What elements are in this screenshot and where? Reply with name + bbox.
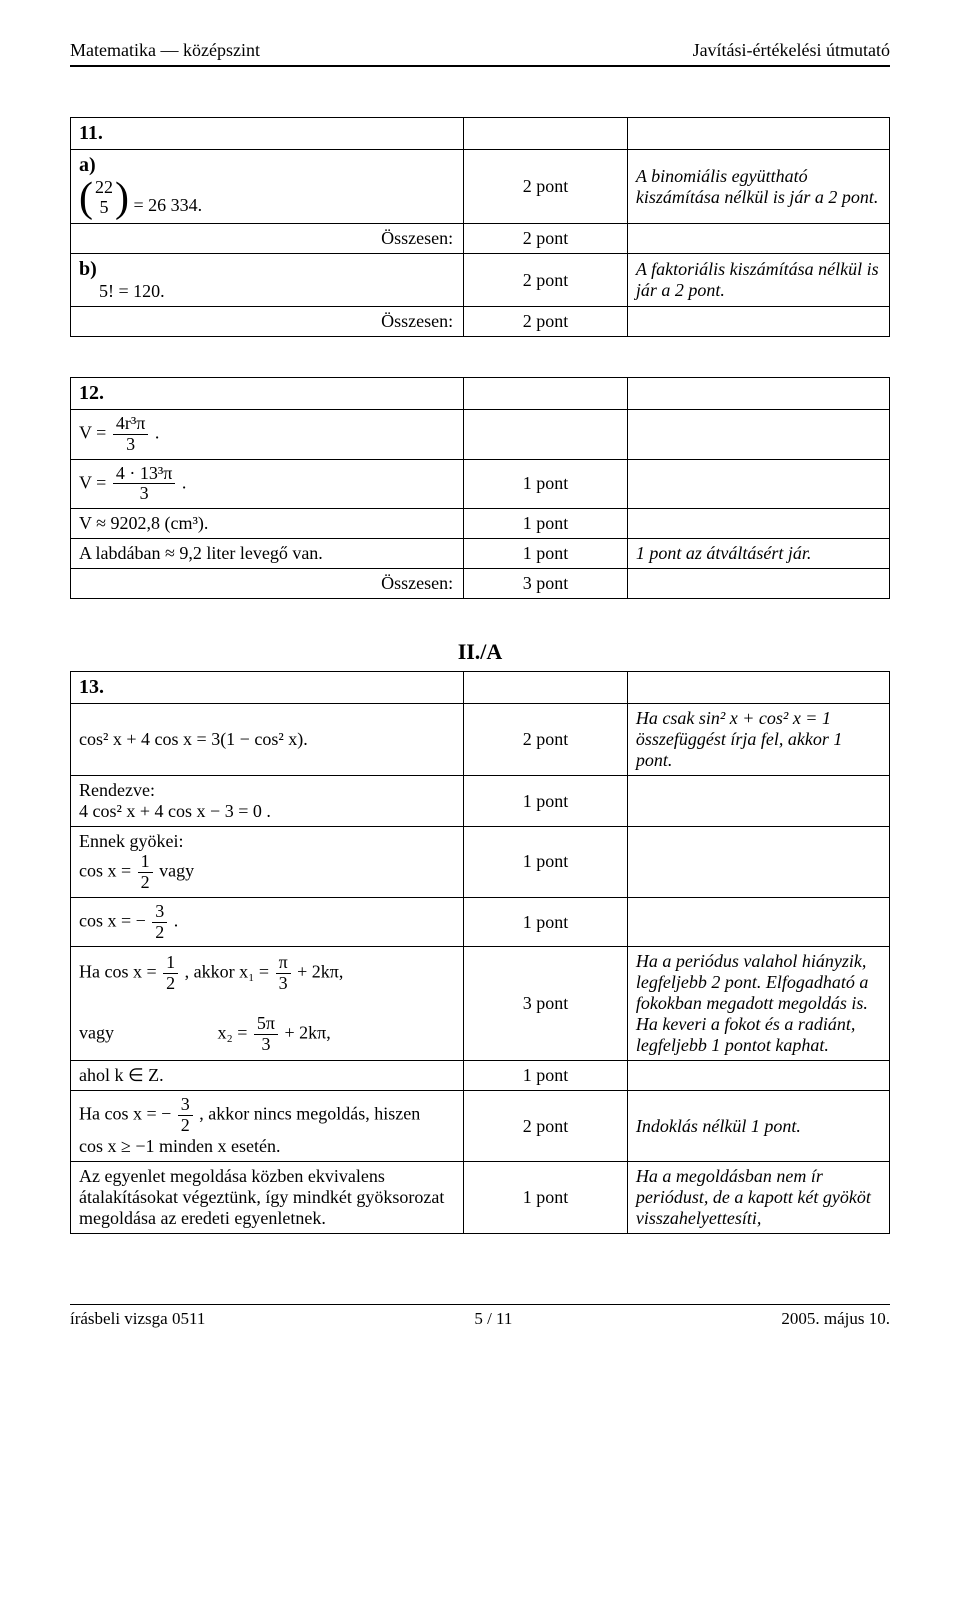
sum-label: Összesen: [71, 307, 464, 337]
q11-number: 11. [71, 118, 464, 150]
table-row: Ha cos x = 12 , akkor x₁ = π3 + 2kπ, vag… [71, 947, 890, 1061]
page-footer: írásbeli vizsga 0511 5 / 11 2005. május … [70, 1304, 890, 1329]
table-row: cos² x + 4 cos x = 3(1 − cos² x). 2 pont… [71, 704, 890, 776]
q12-r1: V = 4r³π3 . [71, 410, 464, 460]
q13-r8: Az egyenlet megoldása közben ekvivalens … [71, 1161, 464, 1233]
header-right: Javítási-értékelési útmutató [693, 40, 890, 61]
q11-b-pts: 2 pont [464, 254, 628, 307]
sum-pts: 2 pont [464, 307, 628, 337]
table-row: Rendezve: 4 cos² x + 4 cos x − 3 = 0 . 1… [71, 776, 890, 827]
table-row: Összesen: 2 pont [71, 224, 890, 254]
table-row: A labdában ≈ 9,2 liter levegő van. 1 pon… [71, 539, 890, 569]
q13-r6: ahol k ∈ Z. [71, 1061, 464, 1091]
q13-r3: Ennek gyökei: cos x = 12 vagy [71, 827, 464, 898]
q11-b-expr: 5! = 120. [79, 281, 165, 301]
q12-r4: A labdában ≈ 9,2 liter levegő van. [71, 539, 464, 569]
q11-b-label: b) [79, 258, 97, 280]
table-q13: 13. cos² x + 4 cos x = 3(1 − cos² x). 2 … [70, 671, 890, 1234]
q13-r1: cos² x + 4 cos x = 3(1 − cos² x). [71, 704, 464, 776]
header-rule [70, 65, 890, 67]
footer-left: írásbeli vizsga 0511 [70, 1309, 205, 1329]
sum-label: Összesen: [71, 224, 464, 254]
footer-right: 2005. május 10. [781, 1309, 890, 1329]
q13-r4: cos x = − 32 . [71, 897, 464, 947]
running-header: Matematika — középszint Javítási-értékel… [70, 40, 890, 61]
q11-a-val: = 26 334. [134, 195, 203, 215]
q13-r7: Ha cos x = − 32 , akkor nincs megoldás, … [71, 1091, 464, 1162]
q11-b-note: A faktoriális kiszámítása nélkül is jár … [627, 254, 889, 307]
q11-b-cell: b) 5! = 120. [71, 254, 464, 307]
footer-mid: 5 / 11 [474, 1309, 512, 1329]
q11-a-pts: 2 pont [464, 150, 628, 224]
table-row: Ha cos x = − 32 , akkor nincs megoldás, … [71, 1091, 890, 1162]
table-row: ahol k ∈ Z. 1 pont [71, 1061, 890, 1091]
table-q11: 11. a) ( 22 5 ) = 26 334. 2 pont A binom… [70, 117, 890, 337]
q13-r2: Rendezve: 4 cos² x + 4 cos x − 3 = 0 . [71, 776, 464, 827]
table-row: Összesen: 2 pont [71, 307, 890, 337]
header-left: Matematika — középszint [70, 40, 260, 61]
q11-a-cell: a) ( 22 5 ) = 26 334. [71, 150, 464, 224]
sum-label: Összesen: [71, 569, 464, 599]
table-row: Az egyenlet megoldása közben ekvivalens … [71, 1161, 890, 1233]
table-row: 11. [71, 118, 890, 150]
table-q12: 12. V = 4r³π3 . V = 4 · 13³π3 . 1 pont V… [70, 377, 890, 599]
table-row: V = 4 · 13³π3 . 1 pont [71, 459, 890, 509]
sum-pts: 2 pont [464, 224, 628, 254]
table-row: a) ( 22 5 ) = 26 334. 2 pont A binomiáli… [71, 150, 890, 224]
q11-a-label: a) [79, 154, 96, 176]
table-row: 13. [71, 672, 890, 704]
table-row: V ≈ 9202,8 (cm³). 1 pont [71, 509, 890, 539]
q13-r5: Ha cos x = 12 , akkor x₁ = π3 + 2kπ, vag… [71, 947, 464, 1061]
q11-a-note: A binomiális együttható kiszámítása nélk… [627, 150, 889, 224]
q12-r2: V = 4 · 13³π3 . [71, 459, 464, 509]
table-row: V = 4r³π3 . [71, 410, 890, 460]
q12-r3: V ≈ 9202,8 (cm³). [71, 509, 464, 539]
table-row: Összesen: 3 pont [71, 569, 890, 599]
section-heading: II./A [70, 639, 890, 665]
table-row: Ennek gyökei: cos x = 12 vagy 1 pont [71, 827, 890, 898]
q12-number: 12. [71, 378, 464, 410]
table-row: cos x = − 32 . 1 pont [71, 897, 890, 947]
table-row: 12. [71, 378, 890, 410]
page: Matematika — középszint Javítási-értékel… [0, 0, 960, 1359]
table-row: b) 5! = 120. 2 pont A faktoriális kiszám… [71, 254, 890, 307]
binomial-icon: ( 22 5 ) [79, 177, 129, 219]
q13-number: 13. [71, 672, 464, 704]
